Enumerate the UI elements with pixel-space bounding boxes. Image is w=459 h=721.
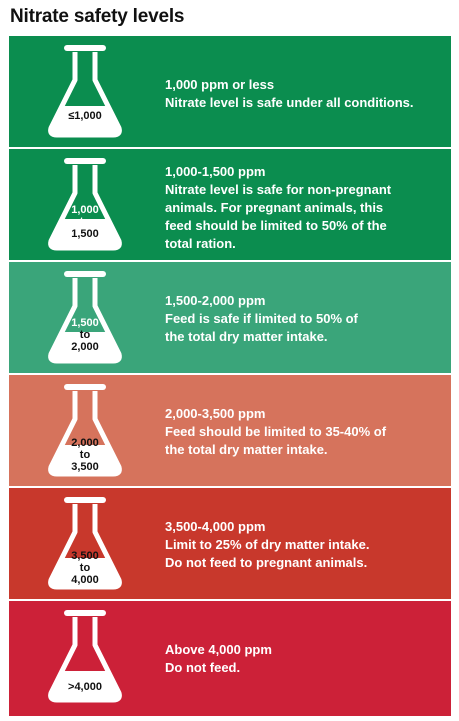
level-description: 3,500-4,000 ppm Limit to 25% of dry matt…	[165, 518, 445, 572]
flask-icon: 2,000 to 3,500	[46, 383, 124, 479]
level-description: 1,500-2,000 ppm Feed is safe if limited …	[165, 292, 445, 346]
flask-range-bottom: 2,000	[71, 341, 99, 353]
flask-graphic	[48, 158, 122, 251]
flask-range-label: 1,500 to 2,000	[46, 317, 124, 353]
level-description-line: animals. For pregnant animals, this	[165, 200, 384, 215]
flask-icon: 1,500 to 2,000	[46, 270, 124, 366]
flask-range-top: 1,500	[71, 317, 99, 329]
level-description: 2,000-3,500 ppm Feed should be limited t…	[165, 405, 445, 459]
nitrate-levels-table: ≤1,000 1,000 ppm or less Nitrate level i…	[9, 36, 451, 716]
level-description-line: Do not feed.	[165, 660, 241, 675]
flask-icon: 1,000 to 1,500	[46, 157, 124, 253]
level-description-line: the total dry matter intake.	[165, 329, 328, 344]
level-description-line: Nitrate level is safe under all conditio…	[165, 95, 414, 110]
level-row: 3,500 to 4,000 3,500-4,000 ppm Limit to …	[9, 488, 451, 599]
level-range-heading: 1,000-1,500 ppm	[165, 164, 266, 179]
flask-range-top: 1,000	[71, 204, 99, 216]
level-row: 1,500 to 2,000 1,500-2,000 ppm Feed is s…	[9, 262, 451, 373]
flask-range-top: 2,000	[71, 437, 99, 449]
level-row: >4,000 Above 4,000 ppm Do not feed.	[9, 601, 451, 716]
flask-range-label: ≤1,000	[46, 110, 124, 122]
level-description: 1,000-1,500 ppm Nitrate level is safe fo…	[165, 163, 445, 253]
flask-range-middle: to	[79, 449, 91, 461]
level-range-heading: 3,500-4,000 ppm	[165, 519, 266, 534]
flask-range-top: 3,500	[71, 550, 99, 562]
flask-graphic	[48, 610, 122, 703]
level-description-line: the total dry matter intake.	[165, 442, 328, 457]
flask-range-label: 2,000 to 3,500	[46, 437, 124, 473]
flask-graphic	[48, 45, 122, 138]
flask-graphic	[48, 497, 122, 590]
flask-graphic	[48, 384, 122, 477]
flask-range-middle: to	[79, 329, 91, 341]
level-description-line: feed should be limited to 50% of the	[165, 218, 387, 233]
flask-graphic	[48, 271, 122, 364]
flask-range-middle: to	[79, 216, 91, 228]
level-range-heading: Above 4,000 ppm	[165, 642, 272, 657]
level-description-line: Feed should be limited to 35-40% of	[165, 424, 387, 439]
flask-range-label: 1,000 to 1,500	[46, 204, 124, 240]
level-description: Above 4,000 ppm Do not feed.	[165, 641, 445, 677]
flask-range-bottom: 4,000	[71, 574, 99, 586]
level-description: 1,000 ppm or less Nitrate level is safe …	[165, 76, 445, 112]
level-row: ≤1,000 1,000 ppm or less Nitrate level i…	[9, 36, 451, 147]
flask-range-top: >4,000	[68, 681, 102, 693]
level-range-heading: 1,000 ppm or less	[165, 77, 275, 92]
flask-range-middle: to	[79, 562, 91, 574]
level-range-heading: 2,000-3,500 ppm	[165, 406, 266, 421]
flask-icon: ≤1,000	[46, 44, 124, 140]
flask-icon: 3,500 to 4,000	[46, 496, 124, 592]
flask-range-label: 3,500 to 4,000	[46, 550, 124, 586]
level-description-line: Nitrate level is safe for non-pregnant	[165, 182, 392, 197]
level-description-line: Do not feed to pregnant animals.	[165, 555, 368, 570]
flask-range-bottom: 3,500	[71, 461, 99, 473]
page-title: Nitrate safety levels	[10, 6, 185, 27]
level-description-line: total ration.	[165, 236, 236, 251]
level-range-heading: 1,500-2,000 ppm	[165, 293, 266, 308]
flask-range-top: ≤1,000	[68, 110, 102, 122]
flask-icon: >4,000	[46, 609, 124, 705]
level-description-line: Limit to 25% of dry matter intake.	[165, 537, 370, 552]
flask-range-bottom: 1,500	[71, 228, 99, 240]
level-row: 1,000 to 1,500 1,000-1,500 ppm Nitrate l…	[9, 149, 451, 260]
level-description-line: Feed is safe if limited to 50% of	[165, 311, 358, 326]
level-row: 2,000 to 3,500 2,000-3,500 ppm Feed shou…	[9, 375, 451, 486]
flask-range-label: >4,000	[46, 681, 124, 693]
